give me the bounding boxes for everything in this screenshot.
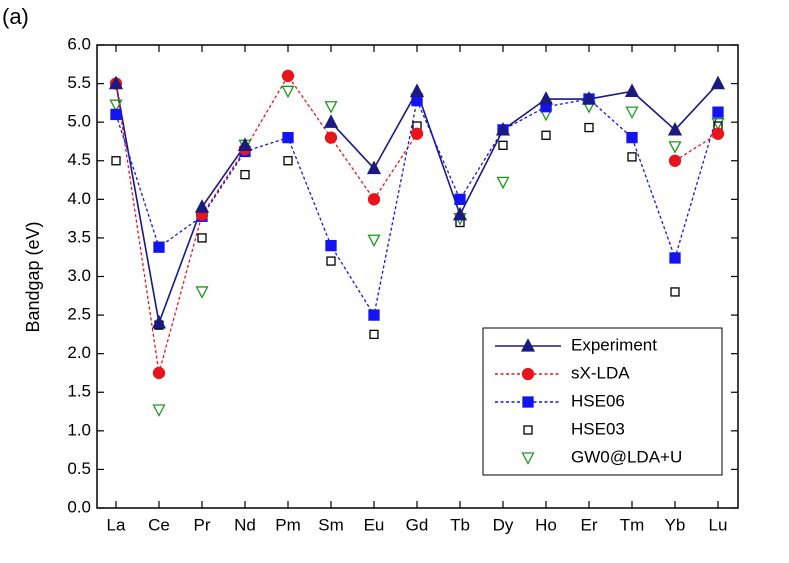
marker (521, 452, 535, 465)
marker (669, 252, 681, 264)
y-tick-label: 4.5 (67, 150, 91, 169)
marker (498, 140, 508, 150)
marker (496, 176, 510, 190)
y-tick-label: 2.5 (67, 305, 91, 324)
marker (195, 286, 209, 299)
y-tick-label: 0.0 (67, 497, 91, 516)
marker (110, 108, 122, 121)
marker (668, 154, 682, 167)
x-tick-label: Ce (148, 515, 170, 534)
x-tick-label: Tb (450, 515, 470, 534)
marker (712, 106, 724, 118)
marker (581, 91, 597, 105)
marker (283, 156, 293, 166)
marker (523, 425, 533, 435)
x-tick-label: Nd (234, 515, 256, 534)
y-tick-label: 3.0 (67, 266, 91, 285)
y-tick-label: 1.0 (67, 420, 91, 439)
marker (521, 367, 535, 381)
marker (495, 121, 511, 136)
marker (152, 366, 166, 380)
x-tick-label: Pr (194, 515, 211, 534)
y-axis-label: Bandgap (eV) (23, 221, 43, 332)
y-tick-label: 6.0 (67, 34, 91, 53)
marker (454, 193, 466, 205)
marker (627, 152, 637, 162)
marker (625, 106, 639, 120)
y-tick-label: 3.5 (67, 227, 91, 246)
marker (710, 75, 726, 90)
marker (584, 122, 594, 133)
marker (282, 131, 294, 144)
marker (541, 130, 551, 140)
marker (668, 141, 682, 154)
marker (152, 404, 166, 417)
marker (538, 91, 554, 105)
marker (111, 156, 121, 166)
marker (670, 287, 680, 297)
x-tick-label: Er (581, 515, 598, 534)
legend-label: GW0@LDA+U (571, 447, 682, 466)
marker (281, 85, 295, 99)
marker (151, 314, 167, 329)
y-tick-label: 0.5 (67, 459, 91, 478)
y-tick-label: 2.0 (67, 343, 91, 362)
marker (366, 160, 382, 175)
legend-label: HSE06 (571, 391, 625, 410)
y-tick-label: 5.0 (67, 112, 91, 131)
y-tick-label: 4.0 (67, 189, 91, 208)
marker (368, 309, 380, 321)
marker (108, 75, 124, 90)
marker (409, 83, 425, 97)
x-tick-label: Pm (275, 515, 301, 534)
legend-label: HSE03 (571, 419, 625, 438)
series-line (115, 74, 719, 374)
panel-label: (a) (2, 4, 29, 29)
x-tick-label: Gd (406, 515, 429, 534)
marker (522, 396, 534, 408)
marker (711, 118, 725, 131)
x-tick-label: Eu (364, 515, 385, 534)
marker (281, 69, 295, 83)
marker (323, 114, 339, 128)
x-tick-label: Ho (535, 515, 557, 534)
x-tick-label: Tm (620, 515, 645, 534)
marker (240, 169, 250, 180)
x-tick-label: Sm (318, 515, 344, 534)
series-line (115, 83, 719, 326)
x-tick-label: Dy (493, 515, 514, 534)
marker (367, 234, 381, 248)
x-tick-label: La (107, 515, 126, 534)
marker (324, 131, 338, 144)
legend-label: Experiment (571, 335, 657, 354)
marker (626, 131, 638, 144)
marker (520, 338, 536, 352)
marker (369, 329, 379, 340)
marker (452, 206, 468, 221)
marker (194, 199, 210, 213)
legend-label: sX-LDA (571, 363, 630, 382)
marker (711, 127, 725, 140)
x-tick-label: Yb (665, 515, 686, 534)
marker (624, 83, 640, 97)
marker (667, 121, 683, 136)
x-tick-label: Lu (709, 515, 728, 534)
marker (411, 94, 423, 107)
y-tick-label: 5.5 (67, 73, 91, 92)
marker (324, 101, 338, 114)
marker (326, 256, 336, 266)
marker (367, 193, 381, 206)
y-tick-label: 1.5 (67, 382, 91, 401)
marker (237, 137, 253, 151)
marker (325, 239, 337, 252)
marker (197, 233, 207, 243)
marker (109, 99, 123, 113)
marker (410, 127, 424, 140)
marker (153, 241, 165, 253)
